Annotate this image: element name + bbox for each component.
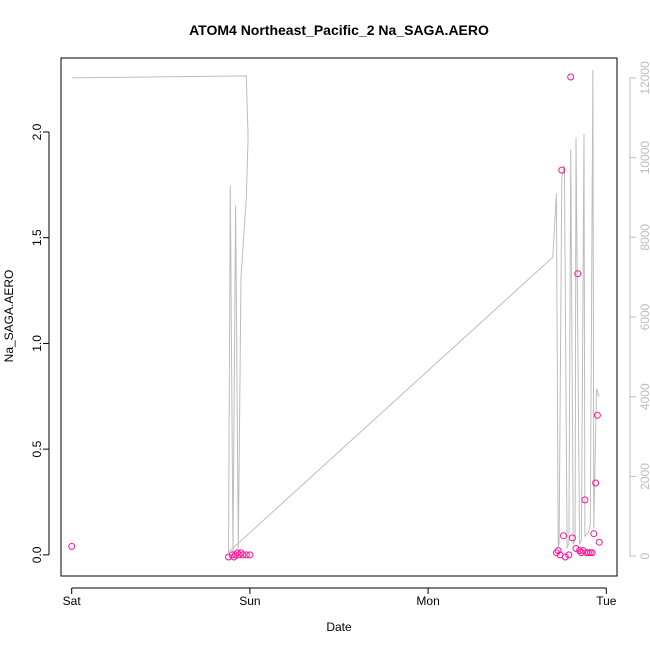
x-tick-label: Tue: [596, 594, 617, 608]
data-point: [235, 551, 243, 559]
data-point: [246, 551, 254, 559]
y2-tick-label: 12000: [638, 61, 650, 95]
data-point: [595, 538, 603, 546]
y2-tick-label: 2000: [638, 463, 650, 490]
y-tick-label: 1.0: [30, 335, 44, 352]
y2-tick-label: 10000: [638, 141, 650, 175]
series-line: [71, 69, 600, 554]
y-tick-label: 1.5: [30, 229, 44, 246]
data-point: [565, 551, 573, 559]
y2-tick-label: 6000: [638, 303, 650, 330]
data-point: [68, 542, 76, 550]
data-point: [561, 553, 569, 561]
data-point: [225, 553, 232, 561]
chart-title: ATOM4 Northeast_Pacific_2 Na_SAGA.AERO: [189, 22, 489, 38]
data-point: [581, 496, 589, 504]
data-point: [576, 547, 584, 555]
y-tick-label: 0.5: [30, 440, 44, 457]
axes: Sat Sun Mon Tue 0.0 0.5 1.0 1.5 2.0 0 2000 4000 6000…: [30, 61, 650, 608]
data-point: [567, 73, 575, 81]
y2-tick-label: 0: [638, 552, 650, 559]
data-point: [572, 545, 580, 552]
y-tick-label: 0.0: [30, 546, 44, 563]
x-tick-label: Sun: [239, 594, 260, 608]
data-point: [588, 549, 596, 557]
data-point: [577, 549, 585, 557]
data-point: [242, 551, 250, 559]
data-point: [590, 530, 598, 538]
y2-tick-label: 4000: [638, 383, 650, 410]
plot-frame: [60, 57, 618, 577]
x-tick-label: Sat: [63, 594, 82, 608]
point-series: [68, 73, 603, 561]
y-tick-label: 2.0: [30, 123, 44, 140]
data-point: [568, 534, 576, 542]
x-axis-label: Date: [326, 620, 352, 634]
data-point: [554, 547, 562, 555]
data-point: [593, 411, 601, 419]
data-point: [558, 166, 566, 174]
line-series: [71, 69, 600, 554]
data-point: [574, 270, 582, 278]
data-point: [560, 532, 567, 540]
data-point: [592, 479, 600, 487]
data-point: [239, 551, 247, 559]
y2-tick-label: 8000: [638, 224, 650, 251]
data-point: [552, 549, 560, 557]
y-axis-label: Na_SAGA.AERO: [2, 270, 16, 363]
x-tick-label: Mon: [416, 594, 439, 608]
plot-area: [60, 57, 618, 577]
